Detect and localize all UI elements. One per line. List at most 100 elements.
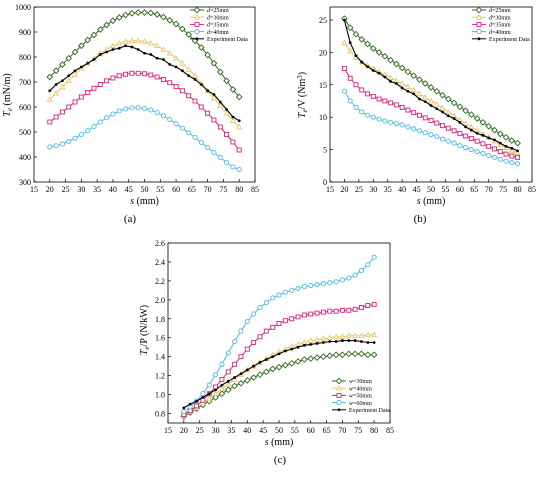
y-tick-label: 15	[319, 81, 327, 90]
legend-label: Experiment Data	[207, 37, 248, 43]
data-point	[358, 36, 366, 43]
data-point	[345, 350, 353, 358]
data-point	[376, 96, 382, 102]
data-point	[399, 122, 405, 128]
data-point	[345, 332, 352, 339]
series-d-25mm	[341, 15, 521, 147]
data-point	[198, 139, 204, 146]
legend-label: d=35mm	[207, 23, 229, 29]
data-point	[372, 341, 376, 344]
data-point	[96, 26, 104, 33]
x-tick-label: 80	[235, 185, 243, 194]
data-point	[308, 283, 314, 289]
data-point	[67, 74, 71, 78]
data-point	[289, 287, 295, 293]
series-line	[49, 72, 240, 151]
data-point	[416, 76, 423, 83]
data-point	[365, 303, 371, 308]
series-line	[183, 353, 375, 417]
data-point	[371, 331, 378, 338]
data-point	[229, 86, 237, 93]
data-point	[238, 354, 244, 360]
data-point	[458, 120, 462, 124]
data-point	[473, 115, 481, 122]
data-point	[480, 141, 486, 147]
legend-label: d=25mm	[489, 8, 511, 14]
x-axis-label: s (mm)	[130, 196, 159, 207]
y-tick-label: 2.4	[155, 258, 165, 267]
data-point	[194, 403, 199, 409]
data-point	[314, 310, 320, 316]
data-point	[231, 115, 235, 119]
x-tick-label: 65	[470, 185, 478, 194]
data-point	[168, 63, 172, 66]
data-point	[236, 123, 243, 130]
data-point	[382, 98, 388, 104]
data-point	[353, 104, 359, 111]
data-point	[412, 92, 416, 96]
series-d-30mm	[46, 37, 243, 130]
data-point	[398, 64, 406, 72]
data-point	[160, 77, 166, 82]
data-point	[364, 351, 372, 359]
y-tick-label: 20	[319, 48, 327, 57]
data-point	[468, 147, 474, 153]
data-point	[339, 351, 346, 359]
data-point	[172, 20, 180, 28]
data-point	[445, 138, 451, 144]
data-point	[288, 359, 296, 367]
data-point	[264, 358, 268, 361]
data-point	[445, 108, 452, 115]
x-tick-label: 50	[427, 185, 435, 194]
data-point	[370, 93, 376, 99]
data-point	[179, 125, 185, 131]
data-point	[97, 82, 103, 87]
data-point	[216, 68, 224, 76]
data-point	[276, 321, 282, 326]
data-point	[492, 146, 497, 152]
data-point	[59, 61, 66, 68]
legend-label: w=60mm	[349, 401, 372, 407]
x-axis-label: s (mm)	[265, 437, 294, 448]
x-tick-label: 45	[413, 185, 421, 194]
data-point	[72, 99, 78, 105]
legend-marker	[475, 13, 483, 20]
data-point	[236, 166, 242, 173]
data-point	[468, 136, 474, 142]
data-point	[91, 123, 97, 130]
data-point	[262, 368, 270, 376]
data-point	[463, 133, 469, 139]
data-point	[192, 98, 198, 104]
series-w-30mm	[180, 350, 378, 420]
data-point	[295, 285, 301, 292]
data-point	[143, 51, 146, 55]
data-point	[135, 70, 141, 76]
data-point	[468, 111, 475, 118]
data-point	[370, 114, 376, 120]
legend-marker	[337, 408, 341, 412]
data-point	[440, 123, 445, 129]
data-point	[515, 154, 521, 160]
panel-caption: (a)	[124, 213, 137, 225]
chart-panel-2: 15 20 25 30 35 40 45 50 55 60 65 70 75 80 85 0 5 10 15 20 25…	[296, 6, 536, 225]
data-point	[115, 14, 123, 21]
data-point	[129, 70, 135, 76]
data-point	[371, 69, 375, 72]
data-point	[282, 289, 288, 295]
data-point	[103, 21, 110, 29]
data-point	[433, 87, 441, 95]
data-point	[516, 149, 519, 153]
data-point	[428, 117, 434, 123]
data-point	[257, 304, 263, 310]
series-w-40mm	[180, 331, 378, 418]
data-point	[207, 392, 211, 396]
data-point	[186, 93, 192, 99]
data-point	[239, 372, 243, 376]
data-point	[212, 394, 219, 401]
data-point	[154, 74, 160, 80]
data-point	[110, 111, 116, 117]
y-tick-label: 900	[19, 28, 31, 37]
data-point	[65, 54, 73, 62]
